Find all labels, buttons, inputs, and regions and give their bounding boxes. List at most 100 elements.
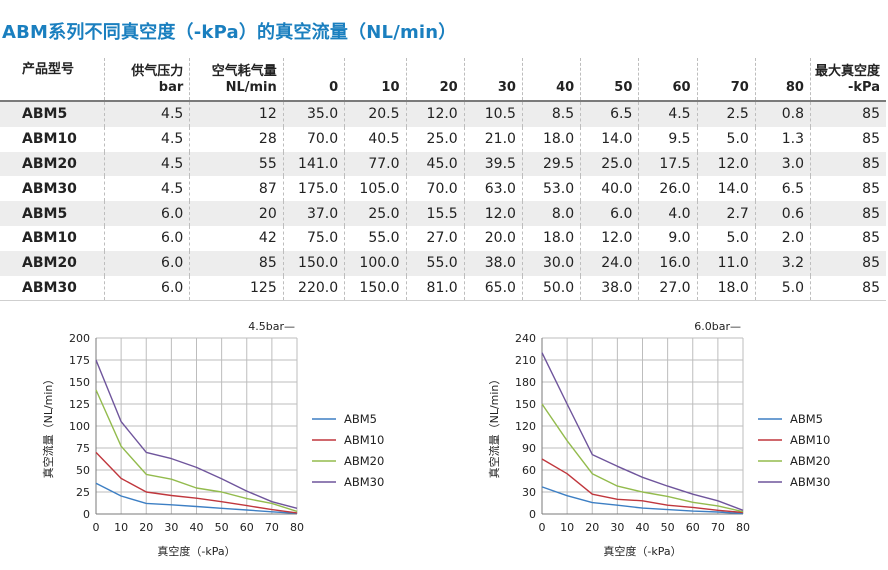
table-cell: 15.5 xyxy=(405,201,465,226)
series-line-abm5 xyxy=(95,482,298,514)
table-cell: 16.0 xyxy=(638,250,698,276)
table-cell: 12.0 xyxy=(696,151,756,177)
y-tick-label: 240 xyxy=(515,332,536,345)
table-cell: 100.0 xyxy=(344,250,406,276)
table-cell: 20.0 xyxy=(463,225,523,251)
table-cell: 18.0 xyxy=(521,126,581,152)
y-axis-title: 真空流量（NL/min） xyxy=(487,374,501,479)
x-tick-label: 70 xyxy=(711,521,725,534)
table-cell: 12 xyxy=(189,101,284,127)
table-cell: 5.0 xyxy=(696,126,756,152)
x-axis-title: 真空度（-kPa） xyxy=(603,544,681,558)
column-header: 空气耗气量 NL/min xyxy=(189,58,284,102)
y-tick-label: 210 xyxy=(515,354,536,367)
table-cell: 85 xyxy=(809,275,886,302)
series-line-abm20 xyxy=(95,389,298,513)
page-title: ABM系列不同真空度（-kPa）的真空流量（NL/min） xyxy=(2,22,457,43)
table-cell: 6.5 xyxy=(580,101,639,127)
column-header-text: 最大真空度 xyxy=(814,64,880,79)
table-cell: 40.0 xyxy=(580,176,639,202)
column-header: 80 xyxy=(754,58,811,102)
y-axis-title: 真空流量（NL/min） xyxy=(41,374,55,479)
x-tick-label: 0 xyxy=(539,521,546,534)
table-cell: 220.0 xyxy=(282,275,345,302)
x-tick-label: 60 xyxy=(686,521,700,534)
legend-label: ABM20 xyxy=(344,454,384,468)
x-tick-label: 20 xyxy=(139,521,153,534)
table-cell: 85 xyxy=(189,250,284,276)
legend-label: ABM20 xyxy=(790,454,830,468)
legend-label: ABM10 xyxy=(344,433,384,447)
y-tick-label: 180 xyxy=(515,376,536,389)
table-cell: 11.0 xyxy=(696,250,756,276)
x-tick-label: 50 xyxy=(215,521,229,534)
table-cell: 24.0 xyxy=(580,250,639,276)
table-cell: 70.0 xyxy=(282,126,345,152)
column-header: 0 xyxy=(282,58,345,102)
table-cell: 25.0 xyxy=(344,201,406,226)
x-tick-label: 0 xyxy=(93,521,100,534)
table-cell: 39.5 xyxy=(463,151,523,177)
x-axis-title: 真空度（-kPa） xyxy=(157,544,235,558)
y-tick-label: 30 xyxy=(522,486,536,499)
table-row: ABM10 6.0 42 75.0 55.0 27.0 20.0 18.0 12.0 9.0 5.0… xyxy=(0,225,886,251)
model-cell: ABM30 xyxy=(0,275,105,302)
table-cell: 40.5 xyxy=(344,126,406,152)
table-cell: 4.5 xyxy=(104,151,190,177)
table-row: ABM5 6.0 20 37.0 25.0 15.5 12.0 8.0 6.0 4.0 2.7 0.6… xyxy=(0,201,886,226)
column-header: 最大真空度 -kPa xyxy=(809,58,886,102)
table-cell: 1.3 xyxy=(754,126,811,152)
table-cell: 17.5 xyxy=(638,151,698,177)
column-header: 10 xyxy=(344,58,406,102)
y-tick-label: 90 xyxy=(522,442,536,455)
table-cell: 25.0 xyxy=(405,126,465,152)
x-tick-label: 50 xyxy=(661,521,675,534)
chart-title: 6.0bar— xyxy=(694,320,741,333)
y-tick-label: 50 xyxy=(76,464,90,477)
series-line-abm10 xyxy=(95,451,298,514)
table-cell: 125 xyxy=(189,275,284,302)
table-cell: 14.0 xyxy=(580,126,639,152)
table-cell: 6.0 xyxy=(104,275,190,302)
table-cell: 6.0 xyxy=(580,201,639,226)
table-body: ABM5 4.5 12 35.0 20.5 12.0 10.5 8.5 6.5 4.5 2.5 0.8… xyxy=(0,101,886,302)
model-cell: ABM5 xyxy=(0,201,105,226)
x-tick-label: 60 xyxy=(240,521,254,534)
table-cell: 70.0 xyxy=(405,176,465,202)
table-cell: 85 xyxy=(809,250,886,276)
table-cell: 12.0 xyxy=(463,201,523,226)
table-cell: 55 xyxy=(189,151,284,177)
table-cell: 27.0 xyxy=(405,225,465,251)
column-header-text: 40 xyxy=(556,80,575,95)
table-cell: 37.0 xyxy=(282,201,345,226)
table-cell: 9.0 xyxy=(638,225,698,251)
column-header-text: 50 xyxy=(614,80,633,95)
column-header-text: -kPa xyxy=(848,80,880,95)
table-cell: 18.0 xyxy=(521,225,581,251)
column-header-text: 10 xyxy=(381,80,400,95)
table-cell: 14.0 xyxy=(696,176,756,202)
legend-label: ABM30 xyxy=(790,475,830,489)
y-tick-label: 150 xyxy=(515,398,536,411)
table-header-row: 产品型号 供气压力 bar 空气耗气量 NL/min 0 10 20 30 40 50 60 70 80 最… xyxy=(0,58,886,102)
table-cell: 38.0 xyxy=(580,275,639,302)
spec-table: 产品型号 供气压力 bar 空气耗气量 NL/min 0 10 20 30 40 50 60 70 80 最… xyxy=(0,58,886,302)
table-cell: 4.5 xyxy=(104,126,190,152)
series-line-abm30 xyxy=(95,359,298,509)
table-cell: 55.0 xyxy=(344,225,406,251)
column-header-text: NL/min xyxy=(225,80,277,95)
table-cell: 150.0 xyxy=(344,275,406,302)
x-tick-label: 10 xyxy=(560,521,574,534)
table-cell: 65.0 xyxy=(463,275,523,302)
y-tick-label: 175 xyxy=(69,354,90,367)
table-cell: 5.0 xyxy=(754,275,811,302)
table-cell: 21.0 xyxy=(463,126,523,152)
column-header-text: 30 xyxy=(497,80,516,95)
chart-4-5bar-svg: 0 25 50 75 100 125 150 175 200 0 10 20 30 40 50 60 70 80 真… xyxy=(41,320,384,558)
table-row: ABM20 4.5 55 141.0 77.0 45.0 39.5 29.5 25.0 17.5 1… xyxy=(0,151,886,177)
table-cell: 6.0 xyxy=(104,250,190,276)
table-cell: 55.0 xyxy=(405,250,465,276)
series-line-abm5 xyxy=(541,486,744,515)
table-cell: 30.0 xyxy=(521,250,581,276)
table-cell: 20 xyxy=(189,201,284,226)
